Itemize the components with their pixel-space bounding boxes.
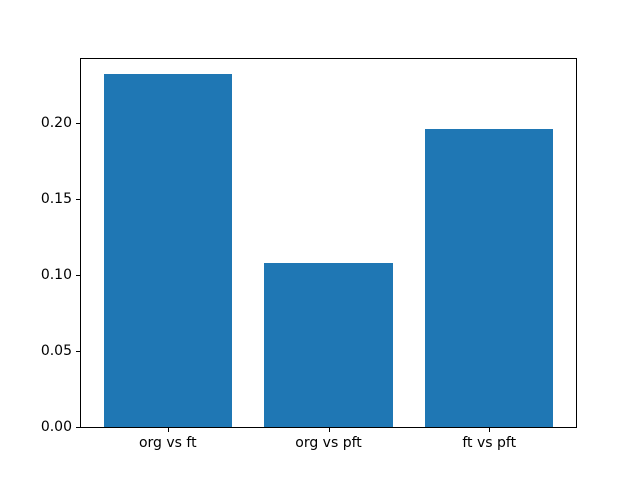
- y-tick-mark: [76, 274, 80, 276]
- x-tick-label-org-vs-pft: org vs pft: [295, 435, 362, 451]
- y-tick-label-0.15: 0.15: [40, 190, 72, 207]
- y-tick-mark: [76, 427, 80, 428]
- bar-org-vs-ft: [103, 74, 233, 427]
- x-tick-mark: [167, 428, 169, 432]
- y-tick-mark: [76, 198, 80, 200]
- x-tick-label-ft-vs-pft: ft vs pft: [462, 435, 517, 451]
- y-tick-label-0.00: 0.00: [40, 419, 72, 435]
- y-tick-mark: [76, 122, 80, 124]
- y-tick-mark: [76, 350, 80, 352]
- x-tick-label-org-vs-ft: org vs ft: [138, 435, 197, 451]
- bar-ft-vs-pft: [424, 128, 554, 427]
- y-tick-label-0.05: 0.05: [40, 342, 72, 359]
- plot-area: [80, 58, 577, 428]
- y-tick-label-0.10: 0.10: [40, 266, 72, 283]
- x-tick-mark: [328, 428, 330, 432]
- y-tick-label-0.20: 0.20: [40, 114, 72, 131]
- x-tick-mark: [489, 428, 491, 432]
- bar-org-vs-pft: [264, 262, 393, 427]
